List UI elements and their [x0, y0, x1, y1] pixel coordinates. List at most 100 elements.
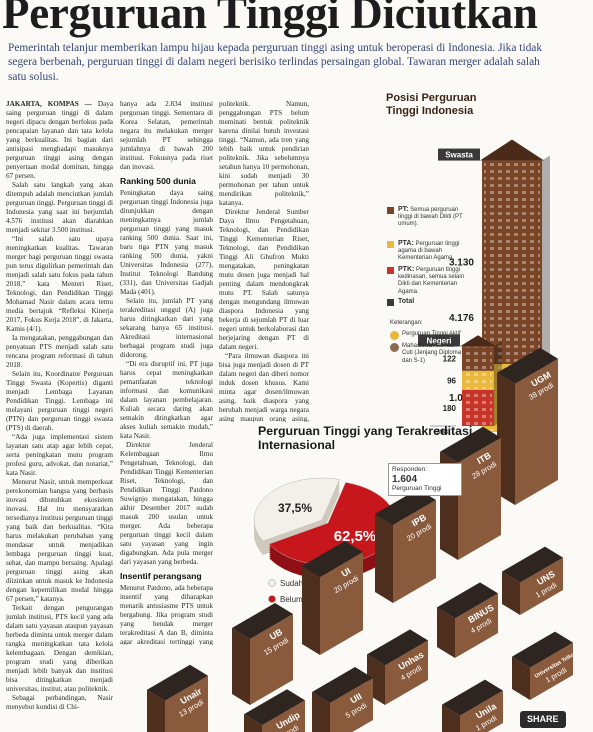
campus-prodi: 4 [399, 673, 407, 683]
article-column: politeknik. Namun, penggabungan PTS belu… [219, 100, 309, 422]
building-label: UNS 1prodi [528, 569, 561, 600]
campus-building: UB 15prodi [232, 603, 293, 705]
paragraph-text: Sebagai perbandingan, Nasir menyebut kon… [6, 694, 113, 711]
campus-name: Undip [274, 710, 302, 732]
paragraph: JAKARTA, KOMPAS — Daya saing perguruan t… [6, 100, 113, 181]
building-side [512, 656, 530, 700]
legend-item: PT: Semua perguruan tinggi di bawah Dikt… [387, 206, 468, 229]
building-label: BINUS4prodi [463, 602, 500, 635]
paragraph-text: Menurut Patdono, ada beberapa insentif y… [120, 584, 213, 645]
pie-side [254, 492, 340, 555]
building-side [312, 692, 330, 732]
campus-unit: prodi [549, 665, 568, 681]
headline: Perguruan Tinggi Diciutkan [2, 0, 538, 38]
campus-unit: prodi [349, 701, 368, 717]
paragraph: “Di era disruptif ini, PT juga harus cep… [120, 360, 213, 441]
building-front [262, 700, 305, 732]
paragraph: “Para ilmuwan diaspora ini bisa juga men… [219, 352, 309, 422]
paragraph-text: Selain itu, Koordinator Perguruan Tinggi… [6, 370, 113, 432]
campus-unit: prodi [474, 616, 493, 632]
dateline: JAKARTA, KOMPAS — [6, 100, 92, 108]
campus-building: BINUS4prodi [437, 582, 500, 658]
tower-segment [462, 390, 494, 426]
tower-segment [462, 370, 494, 390]
paragraph: Ia mengatakan, penggabungan dan penyatua… [6, 334, 113, 370]
building-side [375, 514, 393, 603]
pie-side [269, 494, 397, 578]
pie-slice [253, 477, 340, 542]
legend-swatch [387, 207, 394, 214]
segment-label: 96 [447, 376, 456, 385]
campus-unit: prodi [186, 697, 205, 713]
campus-building: Unair13prodi [147, 664, 208, 732]
building-side [147, 689, 165, 732]
legend-item: Total [387, 298, 468, 306]
campus-prodi: 28 [470, 469, 482, 481]
campus-unit: prodi [414, 522, 433, 538]
note-text: Perguruan Tinggi Aktif [402, 331, 461, 338]
campus-name: Universitas Telkom [534, 649, 580, 679]
tower-side [542, 359, 550, 432]
share-button[interactable]: SHARE [520, 711, 566, 728]
campus-prodi: 1 [474, 723, 482, 732]
legend-swatch [387, 241, 394, 248]
paragraph-text: Terkait dengan pengurangan jumlah instit… [6, 604, 113, 693]
windows [464, 347, 492, 370]
campus-name: Unila [474, 701, 499, 721]
note-icon [390, 331, 399, 341]
legend-dot [268, 595, 276, 603]
campus-prodi: 5 [344, 710, 352, 720]
respondent-unit: Perguruan Tinggi [392, 485, 442, 492]
pie-side [253, 489, 340, 553]
building-label: Unhas 4prodi [393, 649, 430, 682]
building-roof [302, 541, 363, 577]
paragraph-text: Ia mengatakan, penggabungan dan penyatua… [6, 334, 113, 369]
building-roof [497, 347, 558, 384]
note-item: Perguruan Tinggi Aktif [390, 331, 465, 341]
building-roof [232, 603, 293, 639]
campus-name: UGM [529, 370, 552, 389]
pie-value-label: 37,5% [278, 501, 312, 515]
building-front [515, 358, 558, 505]
windows [484, 161, 540, 364]
paragraph-text: “Para ilmuwan diaspora ini bisa juga men… [219, 352, 309, 422]
campus-unit: prodi [536, 380, 555, 396]
campus-name: BINUS [466, 602, 495, 625]
tag-label: Swasta [445, 151, 473, 160]
paragraph: Direktur Jenderal Sumber Daya Ilmu Penge… [219, 208, 309, 352]
building-roof [367, 629, 428, 666]
building-front [330, 678, 373, 732]
legend-desc: Semua perguruan tinggi di bawah Dikti (P… [398, 207, 463, 228]
campus-building: UII 5prodi [312, 667, 373, 732]
building-label: Undip7prodi [270, 710, 307, 732]
campus-unit: prodi [341, 574, 360, 590]
building-front [455, 593, 498, 658]
tower-segment [482, 160, 542, 365]
paragraph-text: politeknik. Namun, penggabungan PTS belu… [219, 100, 309, 207]
building-label: UGM38prodi [522, 370, 558, 402]
campus-name: UNS [535, 569, 556, 587]
campus-building: IPB 20prodi [375, 489, 436, 603]
building-roof [312, 667, 373, 703]
notes: Keterangan: Perguruan Tinggi Aktif Mahasi… [390, 320, 465, 365]
paragraph-text: Direktur Jenderal Sumber Daya Ilmu Penge… [219, 208, 309, 351]
campus-name: UII [349, 691, 364, 705]
campus-name: UI [340, 566, 353, 579]
campus-prodi: 20 [405, 531, 417, 543]
windows [464, 391, 492, 425]
campus-prodi: 1 [534, 590, 542, 600]
building-side [244, 714, 262, 732]
respondent-label: Responden: [392, 466, 428, 473]
paragraph: hanya ada 2.834 institusi perguruan ting… [120, 100, 213, 172]
pie-value-label: 62,5% [334, 528, 377, 545]
paragraph: Selain itu, jumlah PT yang terakreditasi… [120, 297, 213, 360]
infographic-title: Posisi Perguruan Tinggi Indonesia [386, 92, 477, 117]
campus-name: Unhas [397, 649, 426, 671]
legend-term: Total [398, 298, 415, 305]
note-icon [390, 342, 399, 352]
respondent-box: Responden: 1.604 Perguruan Tinggi [388, 463, 462, 496]
paragraph: Selain itu, Koordinator Perguruan Tinggi… [6, 370, 113, 433]
building-front [458, 437, 501, 560]
campus-unit: prodi [479, 713, 498, 729]
campus-building: Undip7prodi [244, 689, 307, 732]
